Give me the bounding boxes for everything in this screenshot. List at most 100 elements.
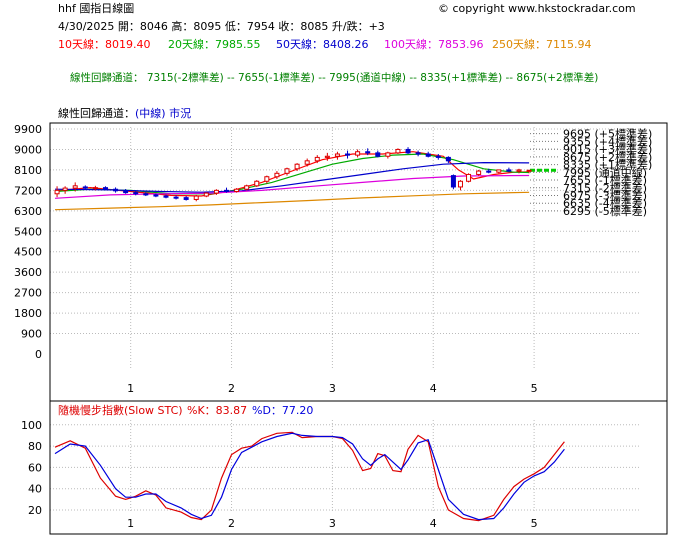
stc-x-tick-label: 1 [127,517,134,530]
candle-body [193,195,199,200]
candle-body [72,185,78,189]
ma250-label: 250天線：7115.94 [492,38,592,51]
channel-legend: 線性回歸通道：(中線) 市況 [58,107,191,120]
candle-body [123,190,129,194]
candle-body [62,187,68,191]
candle-body [334,153,340,157]
candle-body [314,156,320,162]
channel-label: 9355 (+4標準差) [563,134,652,148]
ma-line [54,191,530,211]
candle-body [415,152,421,155]
channel-label: 6975 (-3標準差) [563,188,647,202]
channel-label: 9015 (+3標準差) [563,142,652,156]
channel-label: 6295 (-5標準差) [563,204,647,218]
candle-body [244,185,250,190]
candle-body [183,197,189,200]
stc-y-tick-label: 40 [28,483,42,496]
stc-d-line [54,432,565,521]
channel-label: 7995 (通道中線) [563,165,647,179]
candle-body [153,194,159,197]
main-y-tick-label: 6300 [14,205,42,218]
channel-label: 6635 (-4標準差) [563,196,647,210]
main-y-tick-label: 4500 [14,246,42,259]
candle-body [345,153,351,156]
main-x-tick-label: 5 [531,382,538,395]
ma-line [54,161,530,193]
ohlc-summary: 4/30/2025 開：8046 高：8095 低：7954 收：8085 升/… [58,20,385,33]
candle-body [284,168,290,174]
candle-body [324,155,330,158]
channel-label: 7655 (-1標準差) [563,173,647,187]
main-x-tick-label: 2 [228,382,235,395]
candle-body [113,188,119,192]
candle-body [102,187,108,190]
candle-body [526,169,532,172]
candle-body [395,148,401,154]
candle-body [375,152,381,157]
ma20-label: 20天線：7985.55 [168,38,261,51]
candle-body [450,175,456,188]
stc-grid: 20 40 60 80 100 1 2 3 4 5 [21,419,640,530]
channel-label: 7315 (-2標準差) [563,181,647,195]
main-y-tick-label: 8100 [14,164,42,177]
channel-label: 8675 (+2標準差) [563,150,652,164]
main-x-tick-label: 4 [430,382,437,395]
stc-x-tick-label: 4 [430,517,437,530]
candle-body [264,176,270,182]
main-y-tick-label: 1800 [14,307,42,320]
candle-body [223,189,229,192]
main-y-tick-label: 5400 [14,225,42,238]
channel-prefix: 線性回歸通道： [58,107,135,120]
main-y-tick-label: 900 [21,328,42,341]
candle-body [213,189,219,194]
channel-label: 9695 (+5標準差) [563,127,652,141]
candle-body [466,173,472,182]
main-plot: 9695 (+5標準差)9355 (+4標準差)9015 (+3標準差)8675… [54,127,652,218]
main-y-tick-label: 2700 [14,287,42,300]
candle-body [163,195,169,198]
candle-body [516,169,522,172]
stc-k-label: %K：83.87 [187,404,247,417]
stc-y-tick-label: 100 [21,419,42,432]
candle-body [274,172,280,178]
candle-body [506,169,512,172]
main-y-tick-label: 3600 [14,266,42,279]
candle-body [203,192,209,197]
channel-label: 8335 (+1標準差) [563,158,652,172]
candle-body [294,163,300,170]
stc-panel-border [49,400,668,535]
candle-body [304,160,310,165]
channel-suffix: 市況 [169,107,192,120]
candle-body [54,189,60,195]
main-grid: 0 900 1800 2700 3600 4500 5400 6300 7200 8100 9000… [14,123,640,395]
candle-body [435,155,441,158]
stc-y-tick-label: 20 [28,504,42,517]
stc-d-label: %D：77.20 [252,404,313,417]
main-y-tick-label: 7200 [14,184,42,197]
candle-body [425,153,431,157]
candle-body [82,186,88,189]
stc-title: 隨機慢步指數(Slow STC) [58,403,183,417]
ma50-label: 50天線：8408.26 [276,38,369,51]
stc-y-tick-label: 80 [28,440,42,453]
channel-mid: (中線) [135,107,166,120]
ma-line [54,153,530,195]
candle-body [133,192,139,195]
candle-body [92,187,98,190]
chart-title: hhf 國指日線圖 [58,2,135,15]
stc-y-tick-label: 60 [28,461,42,474]
copyright-text: © copyright www.hkstockradar.com [438,2,636,15]
main-y-tick-label: 9000 [14,143,42,156]
candle-body [234,188,240,193]
ma10-label: 10天線：8019.40 [58,38,151,51]
candle-body [173,196,179,199]
candle-body [445,156,451,162]
main-x-tick-label: 3 [329,382,336,395]
ma100-label: 100天線：7853.96 [384,38,484,51]
main-x-tick-label: 1 [127,382,134,395]
candle-body [486,170,492,173]
main-y-tick-label: 9900 [14,123,42,136]
candle-body [476,170,482,175]
stc-x-tick-label: 2 [228,517,235,530]
main-y-tick-label: 0 [35,348,42,361]
